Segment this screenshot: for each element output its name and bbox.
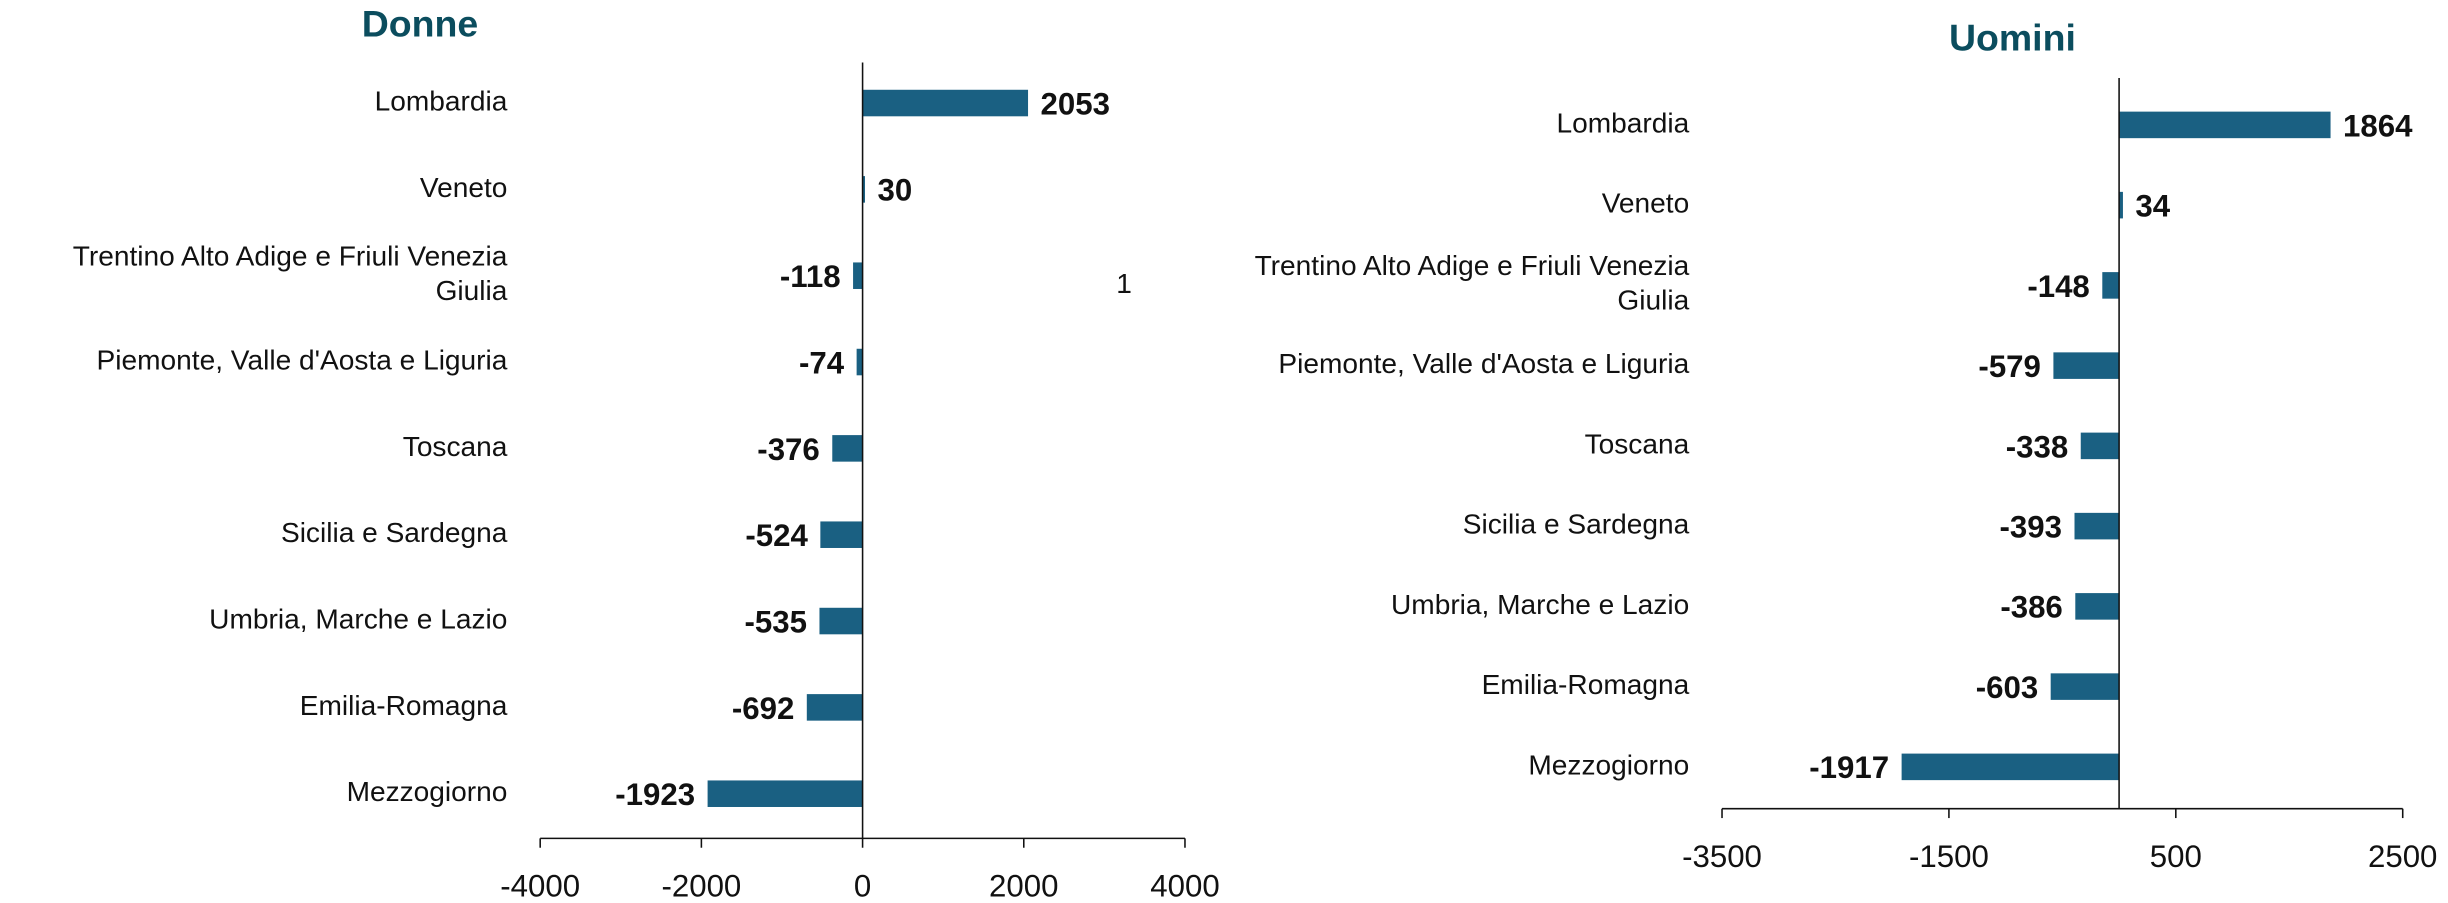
x-tick-label: -2000 (661, 869, 741, 903)
category-label: Toscana (1585, 428, 1690, 459)
bar (1901, 753, 2120, 781)
chart-title: Uomini (1949, 16, 2076, 58)
category-label: Piemonte, Valle d'Aosta e Liguria (97, 344, 508, 375)
bar (862, 89, 1029, 117)
value-label: -376 (757, 432, 819, 467)
value-label: -393 (2000, 509, 2062, 544)
bar (862, 176, 865, 203)
category-label: Veneto (420, 172, 508, 203)
bar (2053, 352, 2120, 379)
x-tick-label: 0 (854, 869, 871, 903)
category-label: Emilia-Romagna (1482, 669, 1690, 700)
bar (2075, 593, 2120, 620)
value-label: -535 (744, 604, 806, 639)
category-label: Toscana (403, 431, 508, 462)
value-label: -1917 (1809, 750, 1889, 785)
chart-title: Donne (362, 2, 479, 44)
x-tick-label: 2000 (989, 869, 1058, 903)
value-label: -74 (799, 345, 845, 380)
value-label: 1864 (2343, 108, 2413, 143)
value-label: -579 (1978, 349, 2040, 384)
category-label: Umbria, Marche e Lazio (1391, 589, 1689, 620)
category-label: Sicilia e Sardegna (281, 517, 508, 548)
bar (806, 694, 863, 721)
bar (2080, 432, 2120, 460)
bar (2074, 512, 2120, 540)
value-label: -524 (745, 518, 808, 553)
category-line: Trentino Alto Adige e Friuli Venezia (73, 241, 508, 272)
bar (856, 348, 863, 376)
bar (2102, 272, 2120, 299)
value-label: -148 (2027, 269, 2089, 304)
category-line: Trentino Alto Adige e Friuli Venezia (1255, 251, 1690, 282)
bar (832, 435, 863, 462)
bar (2119, 191, 2123, 219)
bar (820, 521, 863, 548)
category-label: Trentino Alto Adige e Friuli Venezia Giul… (1255, 251, 1690, 316)
x-tick-label: -1500 (1909, 839, 1989, 874)
value-label: -1923 (615, 777, 695, 812)
category-label: Lombardia (375, 85, 508, 116)
category-label: Piemonte, Valle d'Aosta e Liguria (1278, 348, 1689, 379)
category-label: Lombardia (1556, 107, 1689, 138)
value-label: -118 (780, 259, 841, 294)
category-label: Sicilia e Sardegna (1463, 509, 1690, 540)
bar (2119, 111, 2331, 139)
category-label: Emilia-Romagna (300, 690, 508, 721)
value-label: -386 (2000, 590, 2062, 625)
bar (2050, 673, 2120, 700)
category-label: Trentino Alto Adige e Friuli Venezia Giul… (73, 241, 508, 306)
category-label: Umbria, Marche e Lazio (209, 603, 507, 634)
x-tick-label: -4000 (500, 869, 580, 903)
value-label: 30 (877, 173, 912, 208)
category-label: Mezzogiorno (347, 776, 508, 807)
bar (707, 780, 863, 807)
value-label: -338 (2006, 429, 2068, 464)
bar (819, 607, 863, 635)
category-label: Veneto (1602, 188, 1690, 219)
category-line: Giulia (1617, 285, 1689, 316)
value-label: -692 (732, 691, 794, 726)
x-tick-label: 500 (2150, 839, 2202, 874)
value-label: 2053 (1041, 86, 1110, 121)
value-label: -603 (1976, 670, 2038, 705)
value-label: 34 (2135, 189, 2170, 224)
annotation: 1 (1116, 268, 1132, 299)
x-tick-label: -3500 (1682, 839, 1762, 874)
x-tick-label: 4000 (1150, 869, 1219, 903)
category-line: Giulia (436, 275, 508, 306)
bar (853, 262, 863, 289)
category-label: Mezzogiorno (1528, 749, 1689, 780)
x-tick-label: 2500 (2368, 839, 2437, 874)
